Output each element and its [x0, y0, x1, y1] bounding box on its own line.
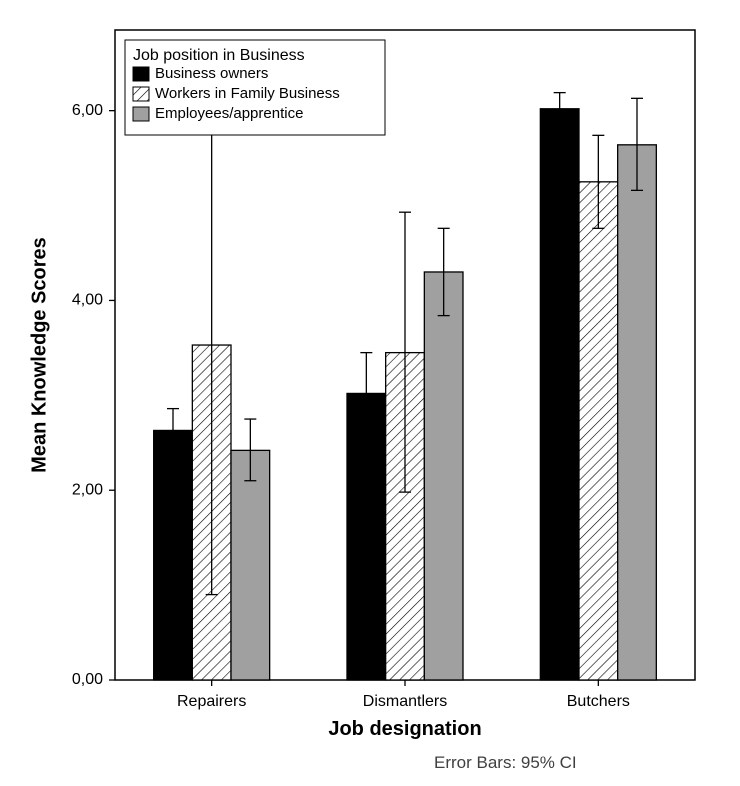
- legend-item-label: Workers in Family Business: [155, 85, 340, 102]
- y-axis-label: Mean Knowledge Scores: [28, 237, 50, 473]
- chart-container: 0,00 2,00 4,00 6,00 Mean Knowledge Scores Rep…: [0, 0, 740, 786]
- bar: [540, 109, 579, 680]
- bar: [231, 450, 270, 680]
- bar: [579, 182, 618, 680]
- legend-item-label: Business owners: [155, 65, 268, 82]
- legend-title: Job position in Business: [133, 47, 305, 64]
- x-tick-label: Butchers: [567, 693, 630, 710]
- legend-item-label: Employees/apprentice: [155, 105, 303, 122]
- bar: [618, 145, 657, 680]
- x-tick-label: Dismantlers: [363, 693, 447, 710]
- y-tick-label: 2,00: [72, 481, 103, 498]
- x-axis-label: Job designation: [328, 718, 481, 740]
- y-tick-label: 6,00: [72, 102, 103, 119]
- y-tick-label: 0,00: [72, 671, 103, 688]
- bar: [154, 430, 193, 680]
- bar: [347, 393, 386, 680]
- legend-swatch: [133, 87, 149, 101]
- bar: [424, 272, 463, 680]
- x-tick-label: Repairers: [177, 693, 246, 710]
- chart-svg: 0,00 2,00 4,00 6,00 Mean Knowledge Scores Rep…: [0, 0, 740, 786]
- caption: Error Bars: 95% CI: [434, 753, 577, 772]
- legend-swatch: [133, 107, 149, 121]
- y-tick-label: 4,00: [72, 292, 103, 309]
- legend-swatch: [133, 67, 149, 81]
